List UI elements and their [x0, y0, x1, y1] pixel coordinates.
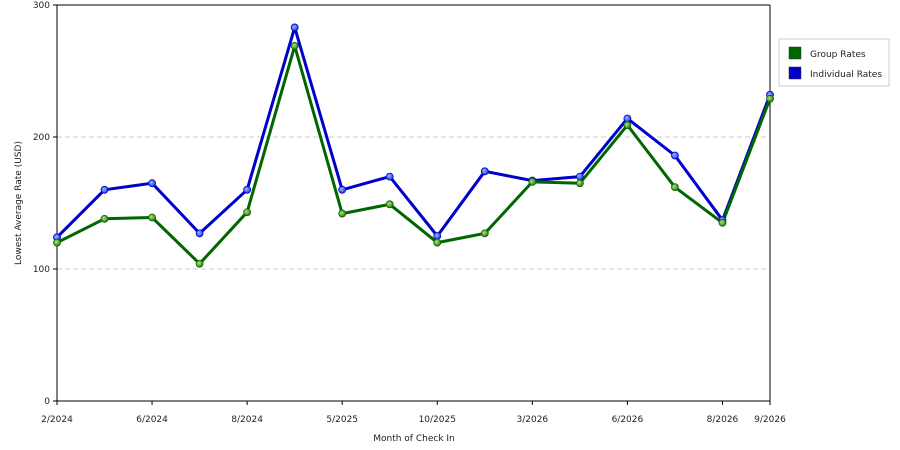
series-lines — [53, 23, 774, 268]
y-tick-label: 0 — [44, 397, 50, 407]
data-point-individual-rates — [575, 172, 584, 181]
legend-label: Individual Rates — [810, 70, 882, 80]
x-tick-label: 6/2024 — [136, 415, 168, 425]
x-tick-label: 10/2025 — [419, 415, 456, 425]
legend-swatch — [788, 66, 802, 80]
x-tick-label: 2/2024 — [41, 415, 73, 425]
y-axis-title: Lowest Average Rate (USD) — [14, 141, 24, 265]
data-point-individual-rates — [671, 151, 679, 160]
x-tick-label: 3/2026 — [516, 415, 548, 425]
data-point-group-rates — [100, 214, 109, 223]
data-point-group-rates — [148, 213, 156, 222]
x-tick-label: 6/2026 — [612, 415, 644, 425]
data-point-group-rates — [623, 121, 632, 130]
data-point-group-rates — [528, 177, 537, 186]
data-point-group-rates — [480, 229, 489, 238]
data-point-group-rates — [718, 218, 727, 227]
x-axis-ticks: 2/2024 6/2024 8/2024 5/2025 10/2025 3/2026 6/2… — [41, 401, 786, 425]
gridlines — [57, 136, 770, 270]
data-point-individual-rates — [338, 185, 347, 194]
data-point-individual-rates — [100, 185, 109, 194]
data-point-group-rates — [53, 238, 61, 247]
x-tick-label: 5/2025 — [326, 415, 358, 425]
x-axis-title: Month of Check In — [373, 434, 455, 444]
series-line-individual-rates — [55, 25, 772, 239]
y-tick-label: 300 — [33, 1, 50, 11]
data-point-group-rates — [766, 94, 774, 103]
series-line-group-rates — [56, 44, 772, 266]
data-point-individual-rates — [290, 23, 299, 32]
data-point-individual-rates — [385, 172, 394, 181]
x-tick-label: 9/2026 — [754, 415, 786, 425]
data-point-group-rates — [195, 259, 204, 268]
data-point-group-rates — [243, 208, 252, 217]
legend-label: Group Rates — [810, 50, 866, 60]
data-point-individual-rates — [195, 229, 204, 238]
x-tick-label: 8/2024 — [231, 415, 263, 425]
data-point-individual-rates — [480, 167, 489, 176]
data-point-individual-rates — [433, 232, 442, 240]
y-tick-label: 100 — [33, 265, 50, 275]
data-point-individual-rates — [623, 114, 632, 123]
data-point-individual-rates — [148, 179, 156, 188]
y-tick-label: 200 — [33, 133, 50, 143]
y-axis-ticks: 0 100 200 300 — [33, 1, 57, 407]
data-point-group-rates — [575, 179, 584, 188]
data-point-group-rates — [385, 200, 394, 209]
data-point-group-rates — [433, 238, 442, 247]
x-tick-label: 8/2026 — [707, 415, 739, 425]
data-point-group-rates — [338, 209, 347, 218]
legend-swatch — [788, 46, 802, 60]
data-point-group-rates — [671, 183, 679, 192]
data-point-group-rates — [290, 42, 299, 50]
legend: Group Rates Individual Rates — [778, 38, 890, 87]
data-point-individual-rates — [243, 185, 252, 194]
